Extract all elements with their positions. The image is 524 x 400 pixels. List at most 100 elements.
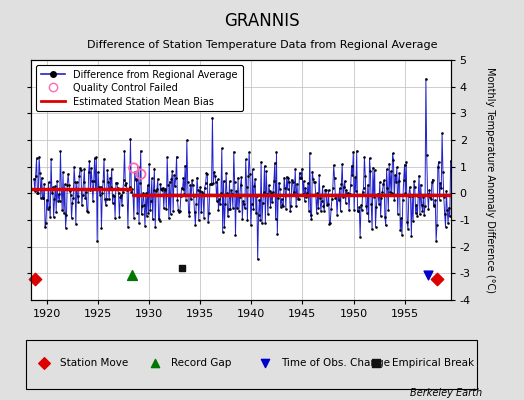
Point (143, 213, 151, 219)
Point (138, 203, 147, 209)
Point (91, 186, 100, 192)
Point (385, 160, 394, 167)
Point (415, 172, 423, 179)
Point (264, 211, 272, 218)
Point (32, 155, 41, 161)
Point (149, 187, 158, 193)
Point (445, 213, 454, 220)
Point (356, 234, 364, 240)
Point (440, 194, 448, 200)
Point (234, 174, 242, 181)
Point (296, 175, 304, 181)
Point (80, 166, 89, 172)
Point (49, 214, 58, 220)
Point (237, 174, 246, 180)
Point (213, 176, 222, 183)
Point (83, 208, 91, 214)
Point (278, 201, 287, 208)
Point (124, 224, 132, 230)
Point (434, 158, 443, 165)
Point (135, 220, 143, 226)
Point (141, 190, 150, 196)
Point (102, 195, 111, 202)
Point (380, 177, 388, 184)
Point (290, 189, 299, 196)
Point (39, 195, 48, 201)
Point (108, 199, 117, 206)
Point (162, 206, 170, 212)
Point (255, 196, 264, 203)
Point (355, 204, 364, 210)
Point (169, 208, 177, 214)
Point (289, 179, 297, 186)
Point (163, 154, 171, 160)
Point (106, 175, 114, 182)
Point (365, 155, 374, 161)
Text: Berkeley Earth: Berkeley Earth (410, 388, 482, 398)
Point (49, 184, 57, 190)
Point (40, 180, 48, 187)
Point (202, 170, 211, 176)
Point (95, 184, 103, 190)
Point (334, 192, 342, 198)
Point (121, 182, 129, 188)
Point (422, 152, 431, 158)
Point (422, 76, 430, 82)
Point (97, 225, 106, 232)
Point (183, 179, 192, 185)
Point (33, 190, 41, 196)
Point (112, 180, 120, 186)
Point (193, 174, 201, 181)
Point (321, 186, 329, 193)
Point (144, 182, 152, 188)
Point (182, 197, 190, 203)
Point (277, 204, 285, 210)
Point (198, 188, 206, 195)
Point (118, 188, 127, 195)
Point (292, 203, 300, 210)
Point (384, 206, 392, 213)
Point (336, 208, 345, 214)
Point (346, 182, 355, 188)
Point (99, 178, 107, 184)
Point (89, 198, 97, 205)
Point (96, 184, 105, 190)
Point (65, 182, 73, 188)
Point (377, 194, 386, 201)
Point (408, 193, 417, 200)
Point (429, 176, 437, 183)
Text: Station Move: Station Move (60, 358, 128, 368)
Point (94, 169, 102, 175)
Point (359, 185, 368, 191)
Point (212, 178, 220, 185)
Point (342, 187, 351, 193)
Point (265, 182, 273, 189)
Point (69, 194, 78, 201)
Point (412, 202, 421, 208)
Point (246, 171, 254, 177)
Point (399, 197, 407, 203)
Point (331, 195, 340, 201)
Point (132, 176, 140, 182)
Point (228, 190, 236, 197)
Text: Time of Obs. Change: Time of Obs. Change (281, 358, 390, 368)
Point (107, 166, 116, 172)
Point (114, 190, 123, 196)
Point (57, 186, 66, 192)
Point (433, 276, 442, 282)
Point (45, 179, 53, 186)
Point (31, 188, 39, 194)
Point (373, 191, 381, 198)
Point (167, 176, 176, 182)
Point (68, 200, 77, 206)
Point (150, 165, 159, 172)
Point (387, 168, 395, 174)
Point (411, 210, 420, 217)
Point (233, 205, 242, 211)
Point (335, 185, 344, 192)
Point (66, 188, 74, 194)
Point (252, 210, 260, 216)
Point (297, 175, 305, 182)
Point (305, 208, 313, 214)
Point (307, 216, 315, 222)
